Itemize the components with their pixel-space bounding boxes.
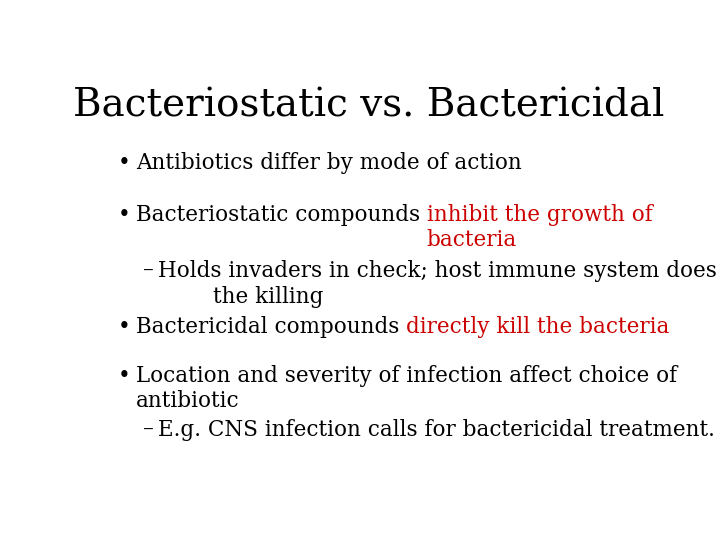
Text: Bactericidal compounds: Bactericidal compounds bbox=[136, 316, 406, 339]
Text: directly kill the bacteria: directly kill the bacteria bbox=[406, 316, 670, 339]
Text: Antibiotics differ by mode of action: Antibiotics differ by mode of action bbox=[136, 152, 521, 174]
Text: •: • bbox=[118, 204, 131, 226]
Text: Holds invaders in check; host immune system does
        the killing: Holds invaders in check; host immune sys… bbox=[158, 260, 717, 308]
Text: –: – bbox=[143, 419, 154, 441]
Text: E.g. CNS infection calls for bactericidal treatment.: E.g. CNS infection calls for bactericida… bbox=[158, 419, 715, 441]
Text: Location and severity of infection affect choice of
antibiotic: Location and severity of infection affec… bbox=[136, 365, 677, 413]
Text: Bacteriostatic compounds: Bacteriostatic compounds bbox=[136, 204, 427, 226]
Text: Bacteriostatic vs. Bactericidal: Bacteriostatic vs. Bactericidal bbox=[73, 87, 665, 125]
Text: •: • bbox=[118, 152, 131, 174]
Text: inhibit the growth of
bacteria: inhibit the growth of bacteria bbox=[427, 204, 652, 252]
Text: –: – bbox=[143, 260, 154, 282]
Text: •: • bbox=[118, 365, 131, 387]
Text: •: • bbox=[118, 316, 131, 339]
